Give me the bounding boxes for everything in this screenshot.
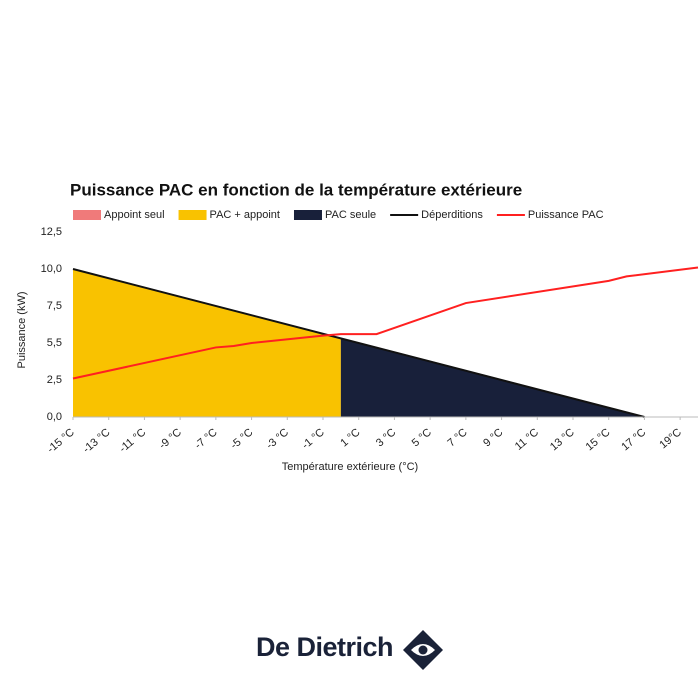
x-tick-label: 17 °C (619, 426, 648, 453)
y-tick-label: 2,5 (47, 374, 62, 386)
x-tick-label: 7 °C (445, 426, 469, 449)
x-axis-label: Température extérieure (°C) (282, 461, 418, 473)
y-tick-label: 0,0 (47, 411, 62, 423)
y-tick-label: 7,5 (47, 300, 62, 312)
x-tick-label: -5 °C (228, 426, 255, 451)
brand-logo (403, 630, 443, 670)
y-tick-label: 5,5 (47, 337, 62, 349)
legend-swatch (293, 210, 322, 220)
y-axis-label: Puissance (kW) (16, 291, 28, 368)
legend-swatch (73, 210, 101, 220)
legend-label: Puissance PAC (528, 209, 604, 221)
x-tick-label: -15 °C (45, 426, 77, 455)
x-tick-label: 11 °C (513, 426, 541, 452)
legend-swatch (178, 210, 207, 220)
x-tick-label: 3 °C (374, 426, 398, 449)
area (73, 269, 341, 417)
x-tick-label: 13 °C (548, 426, 577, 453)
x-tick-label: 1 °C (338, 426, 362, 449)
x-tick-label: -7 °C (193, 426, 220, 451)
x-tick-label: 9 °C (481, 426, 505, 449)
legend-label: Déperditions (421, 209, 483, 221)
x-tick-label: 15 °C (584, 426, 613, 453)
x-tick-label: -3 °C (264, 426, 291, 451)
brand-name: De Dietrich (256, 632, 393, 662)
x-tick-label: 5 °C (410, 426, 434, 449)
x-tick-label: -13 °C (81, 426, 113, 455)
legend-label: PAC + appoint (210, 209, 280, 221)
x-tick-label: 19°C (657, 426, 684, 451)
legend-label: Appoint seul (104, 209, 165, 221)
x-tick-label: -1 °C (300, 426, 327, 451)
line (72, 268, 645, 418)
x-tick-label: -11 °C (117, 426, 148, 455)
chart-title: Puissance PAC en fonction de la températ… (70, 180, 522, 199)
y-tick-label: 10,0 (41, 263, 62, 275)
y-tick-label: 12,5 (41, 226, 62, 238)
legend-label: PAC seule (325, 209, 376, 221)
x-tick-label: -9 °C (157, 426, 184, 451)
line (72, 266, 699, 380)
